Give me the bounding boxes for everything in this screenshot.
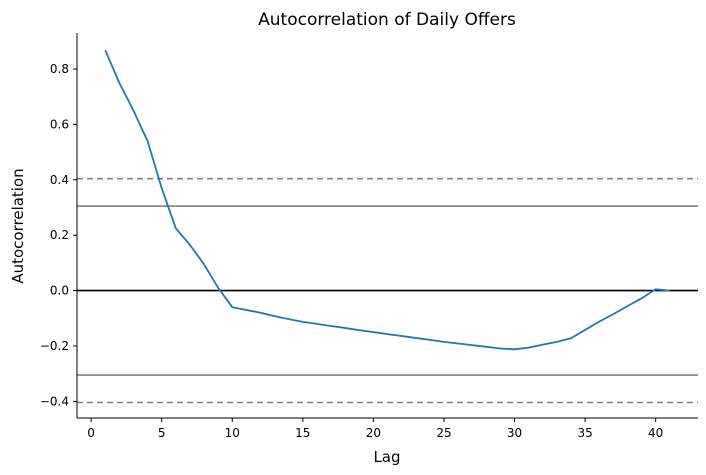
- y-tick-label: 0.2: [50, 228, 69, 242]
- x-tick-label: 30: [507, 426, 522, 440]
- y-axis-label: Autocorrelation: [9, 168, 27, 283]
- chart-title: Autocorrelation of Daily Offers: [258, 10, 516, 30]
- x-tick-label: 10: [225, 426, 240, 440]
- series-line-0: [104, 49, 670, 351]
- x-tick-label: 25: [436, 426, 451, 440]
- y-tick-label: 0.8: [50, 62, 69, 76]
- axes: [76, 33, 698, 419]
- y-tick-label: −0.4: [40, 394, 69, 408]
- y-tick-label: 0.6: [50, 117, 69, 131]
- x-tick-label: 15: [295, 426, 310, 440]
- x-tick-label: 20: [366, 426, 381, 440]
- series-group: [104, 49, 670, 351]
- x-ticks: 0 5 10 15 20 25 30 35 40: [87, 418, 663, 440]
- x-tick-label: 35: [577, 426, 592, 440]
- x-tick-label: 40: [648, 426, 663, 440]
- reference-lines: [77, 177, 698, 404]
- y-tick-label: 0.4: [50, 173, 69, 187]
- y-ticks: −0.4 −0.2 0.0 0.2 0.4 0.6 0.8: [40, 62, 77, 408]
- y-tick-label: 0.0: [50, 284, 69, 298]
- x-axis-label: Lag: [373, 448, 400, 466]
- y-tick-label: −0.2: [40, 339, 69, 353]
- x-tick-label: 5: [158, 426, 166, 440]
- x-tick-label: 0: [87, 426, 95, 440]
